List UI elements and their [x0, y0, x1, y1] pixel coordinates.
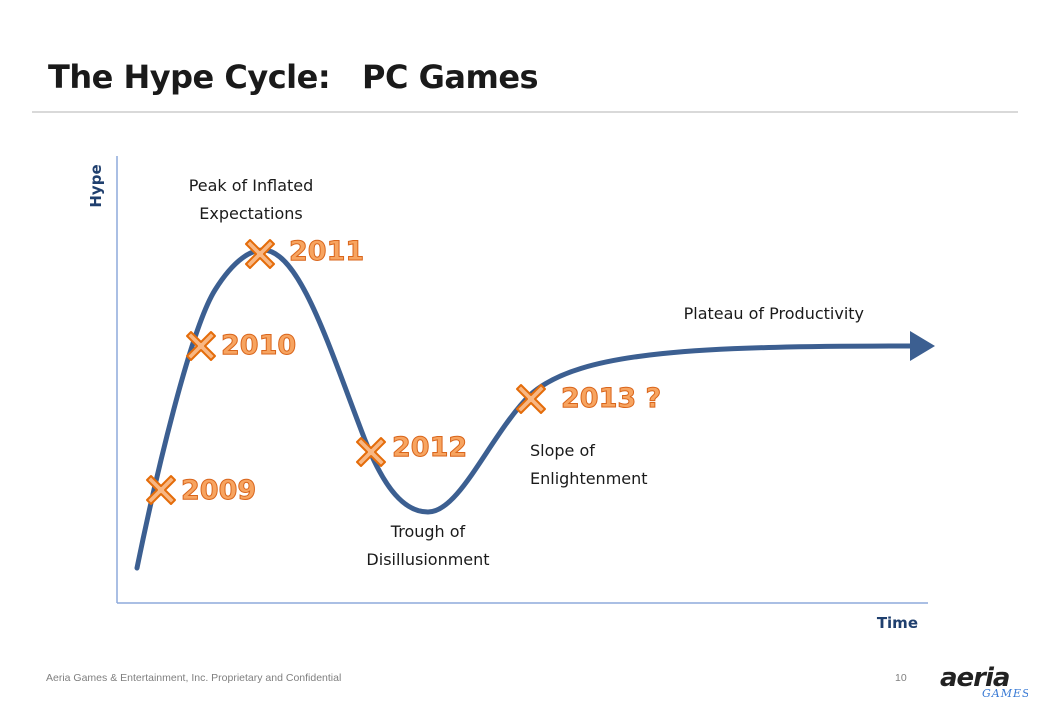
- marker-2010: 2010: [186, 330, 297, 362]
- year-label-2013: 2013 ?: [561, 383, 661, 414]
- x-marker-icon: [186, 331, 216, 361]
- phase-peak-line2: Expectations: [199, 204, 302, 223]
- page-number: 10: [895, 672, 907, 684]
- x-marker-icon: [356, 437, 386, 467]
- marker-2011: 2011: [245, 236, 365, 269]
- marker-2013: 2013 ?: [516, 383, 662, 415]
- marker-2009: 2009: [146, 475, 257, 507]
- slide-title: The Hype Cycle: PC Games: [48, 58, 539, 96]
- aeria-games-logo: aeria GAMES: [940, 663, 1028, 700]
- logo-main-text: aeria: [940, 663, 1009, 693]
- x-marker-icon: [146, 475, 176, 505]
- title-divider: [32, 111, 1018, 113]
- footer-confidential: Aeria Games & Entertainment, Inc. Propri…: [46, 672, 342, 684]
- x-marker-icon: [516, 384, 546, 414]
- year-label-2011: 2011: [289, 236, 364, 267]
- year-label-2010: 2010: [221, 330, 296, 361]
- year-label-2012: 2012: [392, 432, 467, 463]
- phase-slope-line2: Enlightenment: [530, 469, 648, 488]
- phase-peak-line1: Peak of Inflated: [189, 176, 314, 195]
- marker-2012: 2012: [356, 432, 468, 467]
- phase-slope-line1: Slope of: [530, 441, 595, 460]
- y-axis-label: Hype: [87, 164, 105, 207]
- logo-sub-text: GAMES: [982, 687, 1028, 700]
- phase-trough-line2: Disillusionment: [366, 550, 489, 569]
- x-axis-label: Time: [877, 614, 918, 632]
- phase-trough-line1: Trough of: [390, 522, 466, 541]
- x-marker-icon: [245, 239, 275, 269]
- phase-plateau: Plateau of Productivity: [684, 304, 864, 323]
- year-label-2009: 2009: [181, 475, 256, 506]
- hype-curve: [134, 247, 935, 571]
